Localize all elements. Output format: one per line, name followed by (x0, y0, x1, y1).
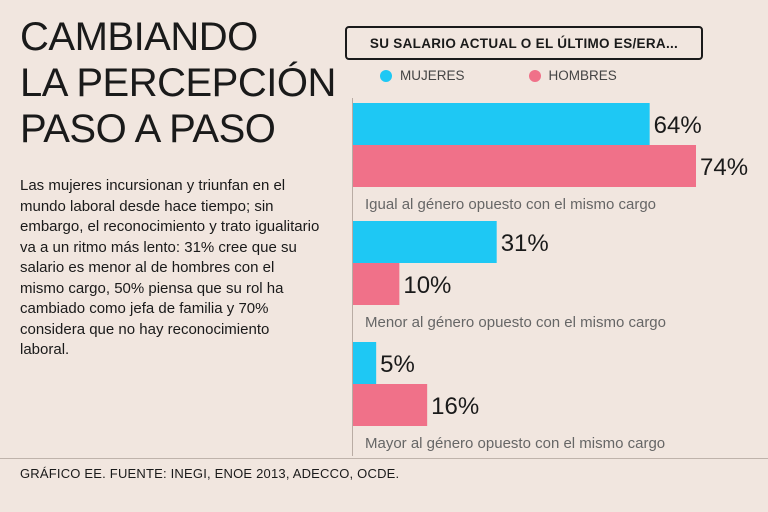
legend-label-hombres: HOMBRES (548, 68, 617, 83)
title-line-1: CAMBIANDO (20, 15, 258, 59)
bar-value-label-hombres-1: 74% (700, 154, 748, 181)
bar-chart: 64% 74% Igual al género opuesto con el mis… (352, 98, 748, 456)
bar-value-label-mujeres-3: 5% (380, 351, 415, 378)
bar-value-label-hombres-3: 16% (431, 393, 479, 420)
chart-title: SU SALARIO ACTUAL O EL ÚLTIMO ES/ERA... (369, 35, 679, 51)
footer-divider (0, 458, 768, 459)
chart-legend: MUJERES HOMBRES (380, 68, 617, 83)
bar-value-label-hombres-2: 10% (403, 272, 451, 299)
chart-title-box: SU SALARIO ACTUAL O EL ÚLTIMO ES/ERA... (345, 26, 703, 60)
source-footer: GRÁFICO EE. FUENTE: INEGI, ENOE 2013, AD… (20, 466, 400, 481)
category-label-1: Igual al género opuesto con el mismo car… (365, 196, 656, 213)
legend-item-mujeres: MUJERES (380, 68, 465, 83)
title-line-3: PASO A PASO (20, 107, 276, 151)
title-line-2: LA PERCEPCIÓN (20, 61, 336, 105)
bar-value-label-mujeres-2: 31% (501, 230, 549, 257)
bar-hombres-1 (353, 145, 696, 187)
bar-hombres-3 (353, 384, 428, 426)
bar-mujeres-1 (353, 103, 650, 145)
legend-dot-hombres (528, 69, 541, 82)
bar-hombres-2 (353, 263, 400, 305)
legend-item-hombres: HOMBRES (528, 68, 617, 83)
legend-label-mujeres: MUJERES (400, 68, 465, 83)
bar-value-label-mujeres-1: 64% (654, 112, 702, 139)
bar-mujeres-3 (353, 342, 377, 384)
category-label-3: Mayor al género opuesto con el mismo car… (365, 435, 665, 452)
intro-paragraph: Las mujeres incursionan y triunfan en el… (20, 177, 320, 358)
bar-mujeres-2 (353, 221, 497, 263)
page-title: CAMBIANDO LA PERCEPCIÓN PASO A PASO (20, 14, 336, 152)
legend-dot-mujeres (380, 69, 392, 82)
category-label-2: Menor al género opuesto con el mismo car… (365, 314, 666, 331)
